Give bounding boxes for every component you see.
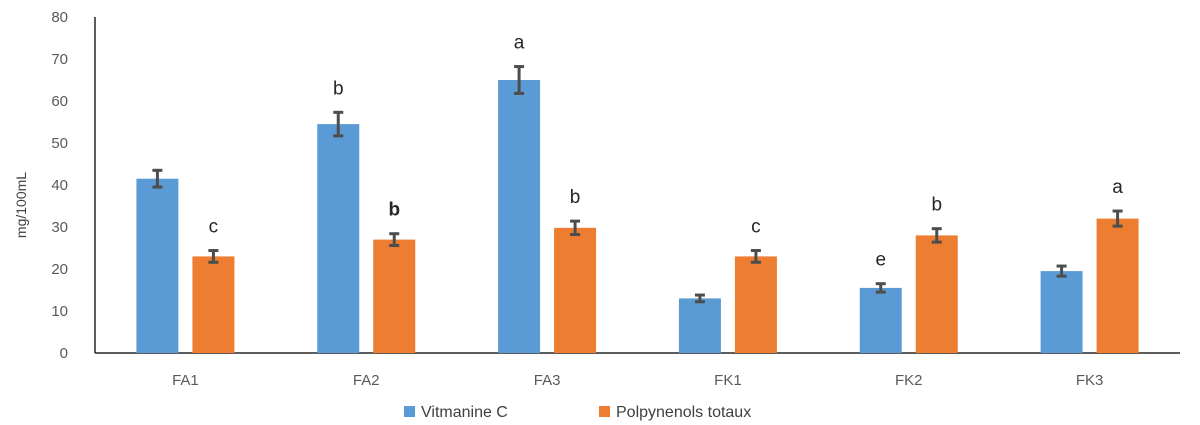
legend-swatch [599, 406, 610, 417]
error-bar [152, 168, 163, 189]
y-tick-label: 70 [51, 51, 68, 68]
bars-group: c b b a b c e b a [136, 33, 1139, 353]
error-bar [875, 282, 886, 294]
x-tick-label: FK1 [714, 372, 742, 389]
x-tick-label: FK3 [1076, 372, 1104, 389]
significance-label: b [570, 187, 581, 208]
x-tick-label: FA2 [353, 372, 380, 389]
significance-label: b [931, 195, 942, 216]
y-axis-ticks: 0 10 20 30 40 50 60 70 80 [51, 9, 68, 362]
bar-vitamine-c-fa2 [317, 124, 360, 353]
x-tick-label: FA1 [172, 372, 199, 389]
y-tick-label: 80 [51, 9, 68, 26]
bar-polyphenols-fk1 [734, 256, 777, 353]
x-tick-label: FK2 [895, 372, 923, 389]
y-tick-label: 50 [51, 135, 68, 152]
significance-label: a [514, 33, 525, 54]
error-bar [931, 227, 942, 244]
y-tick-label: 20 [51, 261, 68, 278]
bar-polyphenols-fk2 [915, 235, 958, 353]
error-bar [389, 232, 400, 247]
y-tick-label: 10 [51, 303, 68, 320]
legend-label: Polpynenols totaux [616, 404, 751, 421]
bar-vitamine-c-fk3 [1040, 271, 1083, 353]
y-axis-label: mg/100mL [13, 172, 29, 238]
bar-polyphenols-fa2 [373, 239, 416, 353]
legend-swatch [404, 406, 415, 417]
significance-label: b [388, 200, 400, 221]
significance-label: c [751, 217, 761, 238]
y-tick-label: 40 [51, 177, 68, 194]
bar-polyphenols-fa1 [192, 256, 235, 353]
bar-polyphenols-fa3 [554, 227, 597, 353]
bar-polyphenols-fk3 [1096, 218, 1139, 353]
error-bar [570, 219, 581, 237]
error-bar [208, 249, 219, 264]
bar-vitamine-c-fa1 [136, 178, 179, 353]
error-bar [750, 249, 761, 264]
error-bar [694, 293, 705, 304]
x-tick-label: FA3 [534, 372, 561, 389]
bar-vitamine-c-fk1 [678, 298, 721, 353]
bar-vitamine-c-fk2 [859, 287, 902, 353]
legend: Vitmanine C Polpynenols totaux [404, 404, 751, 421]
significance-label: e [875, 250, 886, 271]
error-bar [1112, 209, 1123, 228]
significance-label: b [333, 78, 344, 99]
error-bar [333, 110, 344, 138]
significance-label: c [209, 217, 219, 238]
legend-label: Vitmanine C [421, 404, 508, 421]
error-bar [514, 65, 525, 95]
y-tick-label: 30 [51, 219, 68, 236]
error-bar [1056, 264, 1067, 278]
y-tick-label: 0 [60, 345, 68, 362]
y-tick-label: 60 [51, 93, 68, 110]
x-axis-ticks: FA1 FA2 FA3 FK1 FK2 FK3 [172, 372, 1103, 389]
bar-vitamine-c-fa3 [498, 80, 541, 353]
significance-label: a [1112, 177, 1123, 198]
